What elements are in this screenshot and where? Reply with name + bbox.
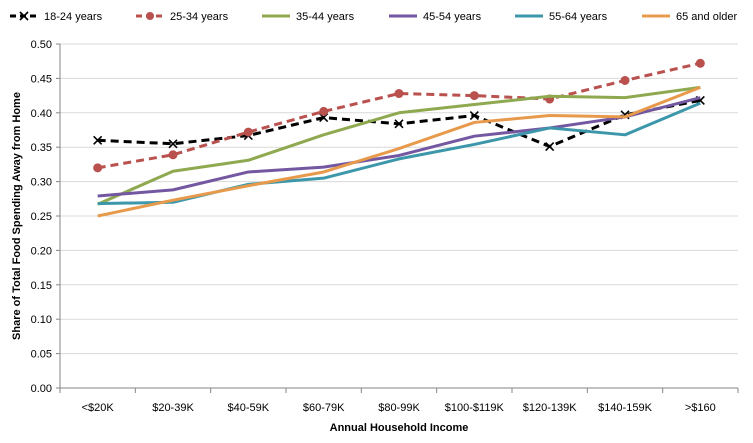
data-point	[93, 163, 103, 173]
x-tick-label: $120-139K	[523, 402, 577, 414]
y-tick-label: 0.25	[31, 211, 52, 223]
data-point	[319, 106, 329, 116]
y-tick-label: 0.30	[31, 177, 52, 189]
y-tick-label: 0.00	[31, 383, 52, 395]
series-line	[97, 61, 701, 170]
legend: 18-24 years 25-34 years 35-44 years 45-54 y…	[10, 11, 737, 23]
data-point	[394, 89, 404, 99]
y-tick-label: 0.10	[31, 314, 52, 326]
y-tick-label: 0.50	[31, 39, 52, 51]
legend-item: 25-34 years	[136, 11, 229, 23]
legend-item: 18-24 years	[10, 11, 103, 23]
y-tick-label: 0.40	[31, 108, 52, 120]
series-line	[97, 96, 701, 198]
data-point	[93, 135, 103, 145]
axes: 0.00 0.05 0.10 0.15 0.20 0.25 0.30 0.35 0.40 0.45…	[31, 39, 739, 414]
legend-label: 55-64 years	[549, 11, 608, 23]
legend-label: 35-44 years	[296, 11, 355, 23]
series-5	[97, 85, 701, 218]
x-tick-label: >$160	[685, 402, 716, 414]
legend-marker	[19, 11, 29, 21]
series-line	[97, 85, 701, 218]
data-point	[168, 139, 178, 149]
series-2	[97, 85, 701, 206]
y-tick-label: 0.15	[31, 280, 52, 292]
data-point	[394, 119, 404, 129]
legend-label: 25-34 years	[170, 11, 229, 23]
x-tick-label: $80-99K	[378, 402, 420, 414]
x-tick-label: $140-159K	[598, 402, 652, 414]
series-3	[97, 96, 701, 198]
data-point	[243, 127, 253, 137]
x-axis-title: Annual Household Income	[330, 422, 469, 434]
data-point	[469, 91, 479, 101]
legend-item: 45-54 years	[389, 11, 482, 23]
data-point	[545, 141, 555, 152]
y-tick-label: 0.05	[31, 349, 52, 361]
y-tick-label: 0.45	[31, 73, 52, 85]
series-lines	[93, 58, 705, 218]
y-tick-label: 0.20	[31, 245, 52, 257]
series-line	[97, 85, 701, 206]
x-tick-label: $20-39K	[152, 402, 194, 414]
data-point	[168, 150, 178, 160]
legend-item: 35-44 years	[262, 11, 355, 23]
legend-label: 65 and older	[676, 11, 737, 23]
legend-label: 18-24 years	[44, 11, 103, 23]
x-tick-label: $60-79K	[303, 402, 345, 414]
data-point	[695, 58, 705, 68]
legend-item: 55-64 years	[515, 11, 608, 23]
legend-marker	[146, 12, 154, 20]
x-tick-label: $100-$119K	[445, 402, 505, 414]
data-point	[469, 110, 479, 121]
x-tick-label: <$20K	[82, 402, 115, 414]
y-tick-label: 0.35	[31, 142, 52, 154]
legend-item: 65 and older	[642, 11, 737, 23]
series-0	[93, 95, 705, 152]
legend-label: 45-54 years	[423, 11, 482, 23]
x-tick-label: $40-59K	[228, 402, 270, 414]
y-axis-title: Share of Total Food Spending Away from H…	[11, 92, 23, 340]
data-point	[620, 75, 630, 85]
